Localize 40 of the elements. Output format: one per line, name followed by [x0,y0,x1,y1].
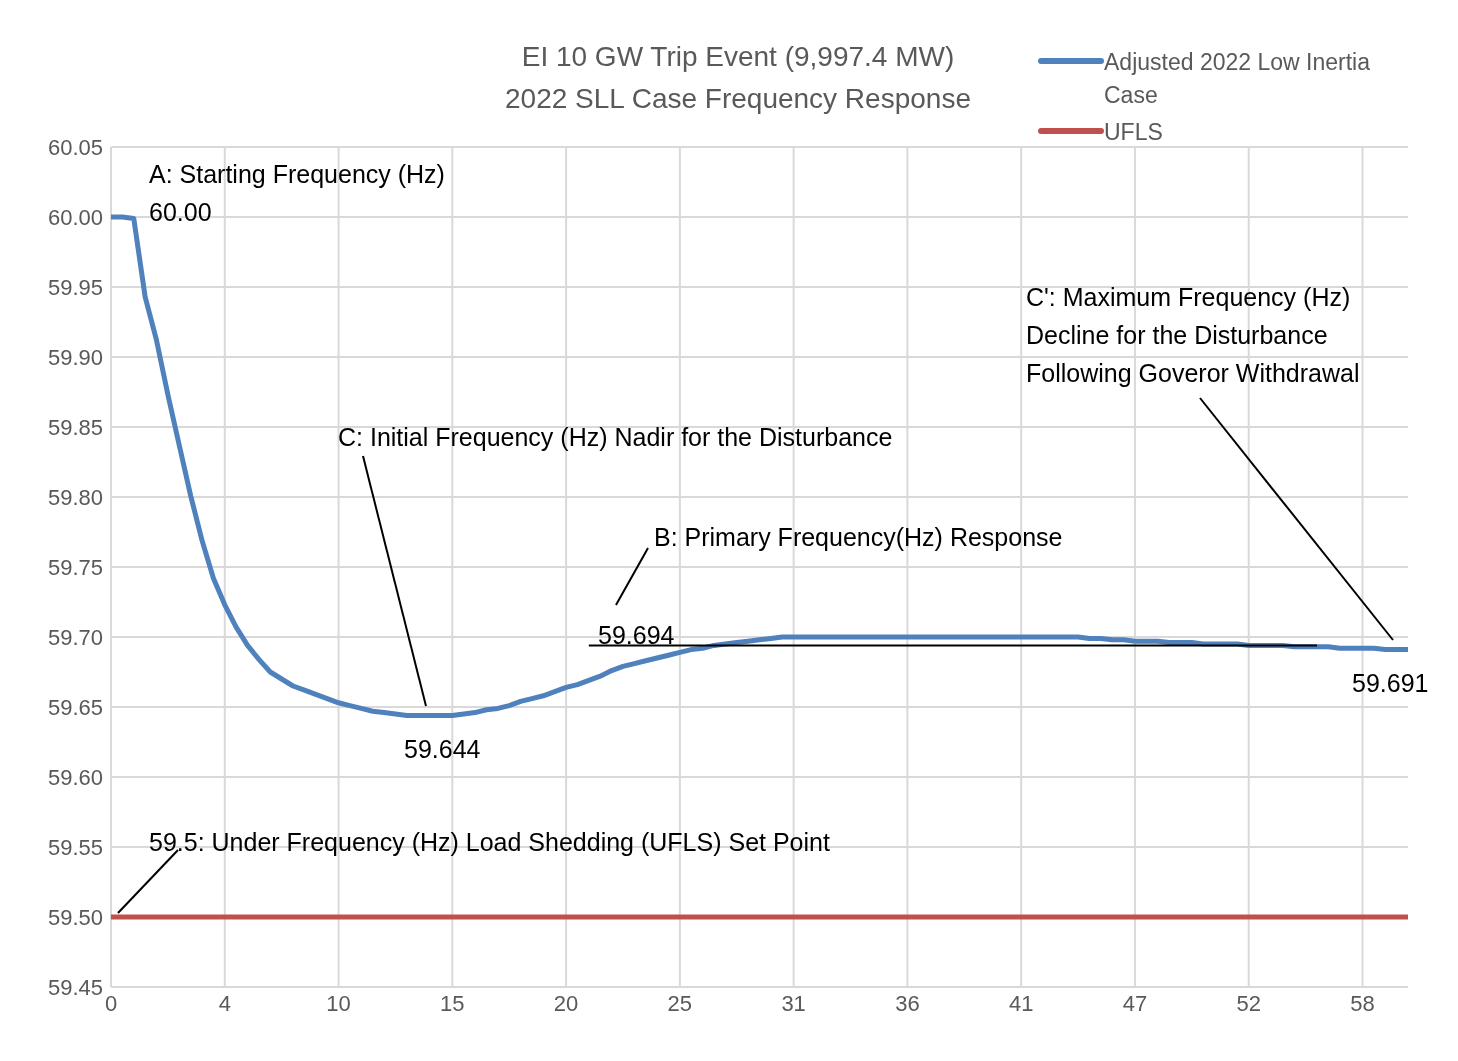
y-tick-label: 59.75 [47,554,103,580]
x-tick-label: 4 [218,990,231,1016]
y-tick-label: 59.55 [47,834,103,860]
legend-label: UFLS [1104,118,1164,147]
x-tick-label: 36 [895,990,920,1016]
x-tick-label: 10 [326,990,351,1016]
x-tick-label: 0 [104,990,118,1016]
x-tick-label: 15 [440,990,465,1016]
annotation: 59.691 [1352,668,1429,697]
x-tick-label: 31 [781,990,806,1016]
x-tick-label: 47 [1122,990,1148,1016]
annotation: 60.00 [149,198,212,226]
legend-label: Adjusted 2022 Low Inertia Case [1104,48,1371,110]
annotation: Decline for the Disturbance [1026,321,1328,349]
x-tick-label: 20 [553,990,579,1016]
chart-subtitle: 2022 SLL Case Frequency Response [505,83,971,114]
y-tick-label: 59.50 [47,904,103,930]
y-tick-label: 59.85 [47,414,103,440]
annotation: 59.644 [404,735,481,764]
annotation: 59.694 [598,621,675,650]
annotation: C: Initial Frequency (Hz) Nadir for the Disturbance [338,423,893,451]
y-tick-label: 59.45 [47,974,103,1000]
y-tick-label: 59.80 [47,484,103,510]
annotation: Following Goveror Withdrawal [1026,359,1360,387]
y-tick-label: 60.05 [47,134,103,160]
y-tick-label: 59.90 [47,344,103,370]
y-tick-label: 59.95 [47,274,103,300]
y-tick-label: 59.70 [47,624,103,650]
annotation: C': Maximum Frequency (Hz) [1026,283,1351,311]
y-tick-label: 59.65 [47,694,103,720]
annotation: B: Primary Frequency(Hz) Response [654,523,1063,551]
chart-title: EI 10 GW Trip Event (9,997.4 MW) [521,41,955,72]
x-tick-label: 25 [667,990,693,1016]
y-tick-label: 60.00 [47,204,103,230]
y-tick-label: 59.60 [47,764,103,790]
x-tick-label: 52 [1236,990,1261,1016]
x-tick-label: 41 [1008,990,1034,1016]
annotation: A: Starting Frequency (Hz) [149,160,445,188]
annotation: 59.5: Under Frequency (Hz) Load Shedding (UFLS) Set Point [149,828,830,856]
x-tick-label: 58 [1350,990,1375,1016]
